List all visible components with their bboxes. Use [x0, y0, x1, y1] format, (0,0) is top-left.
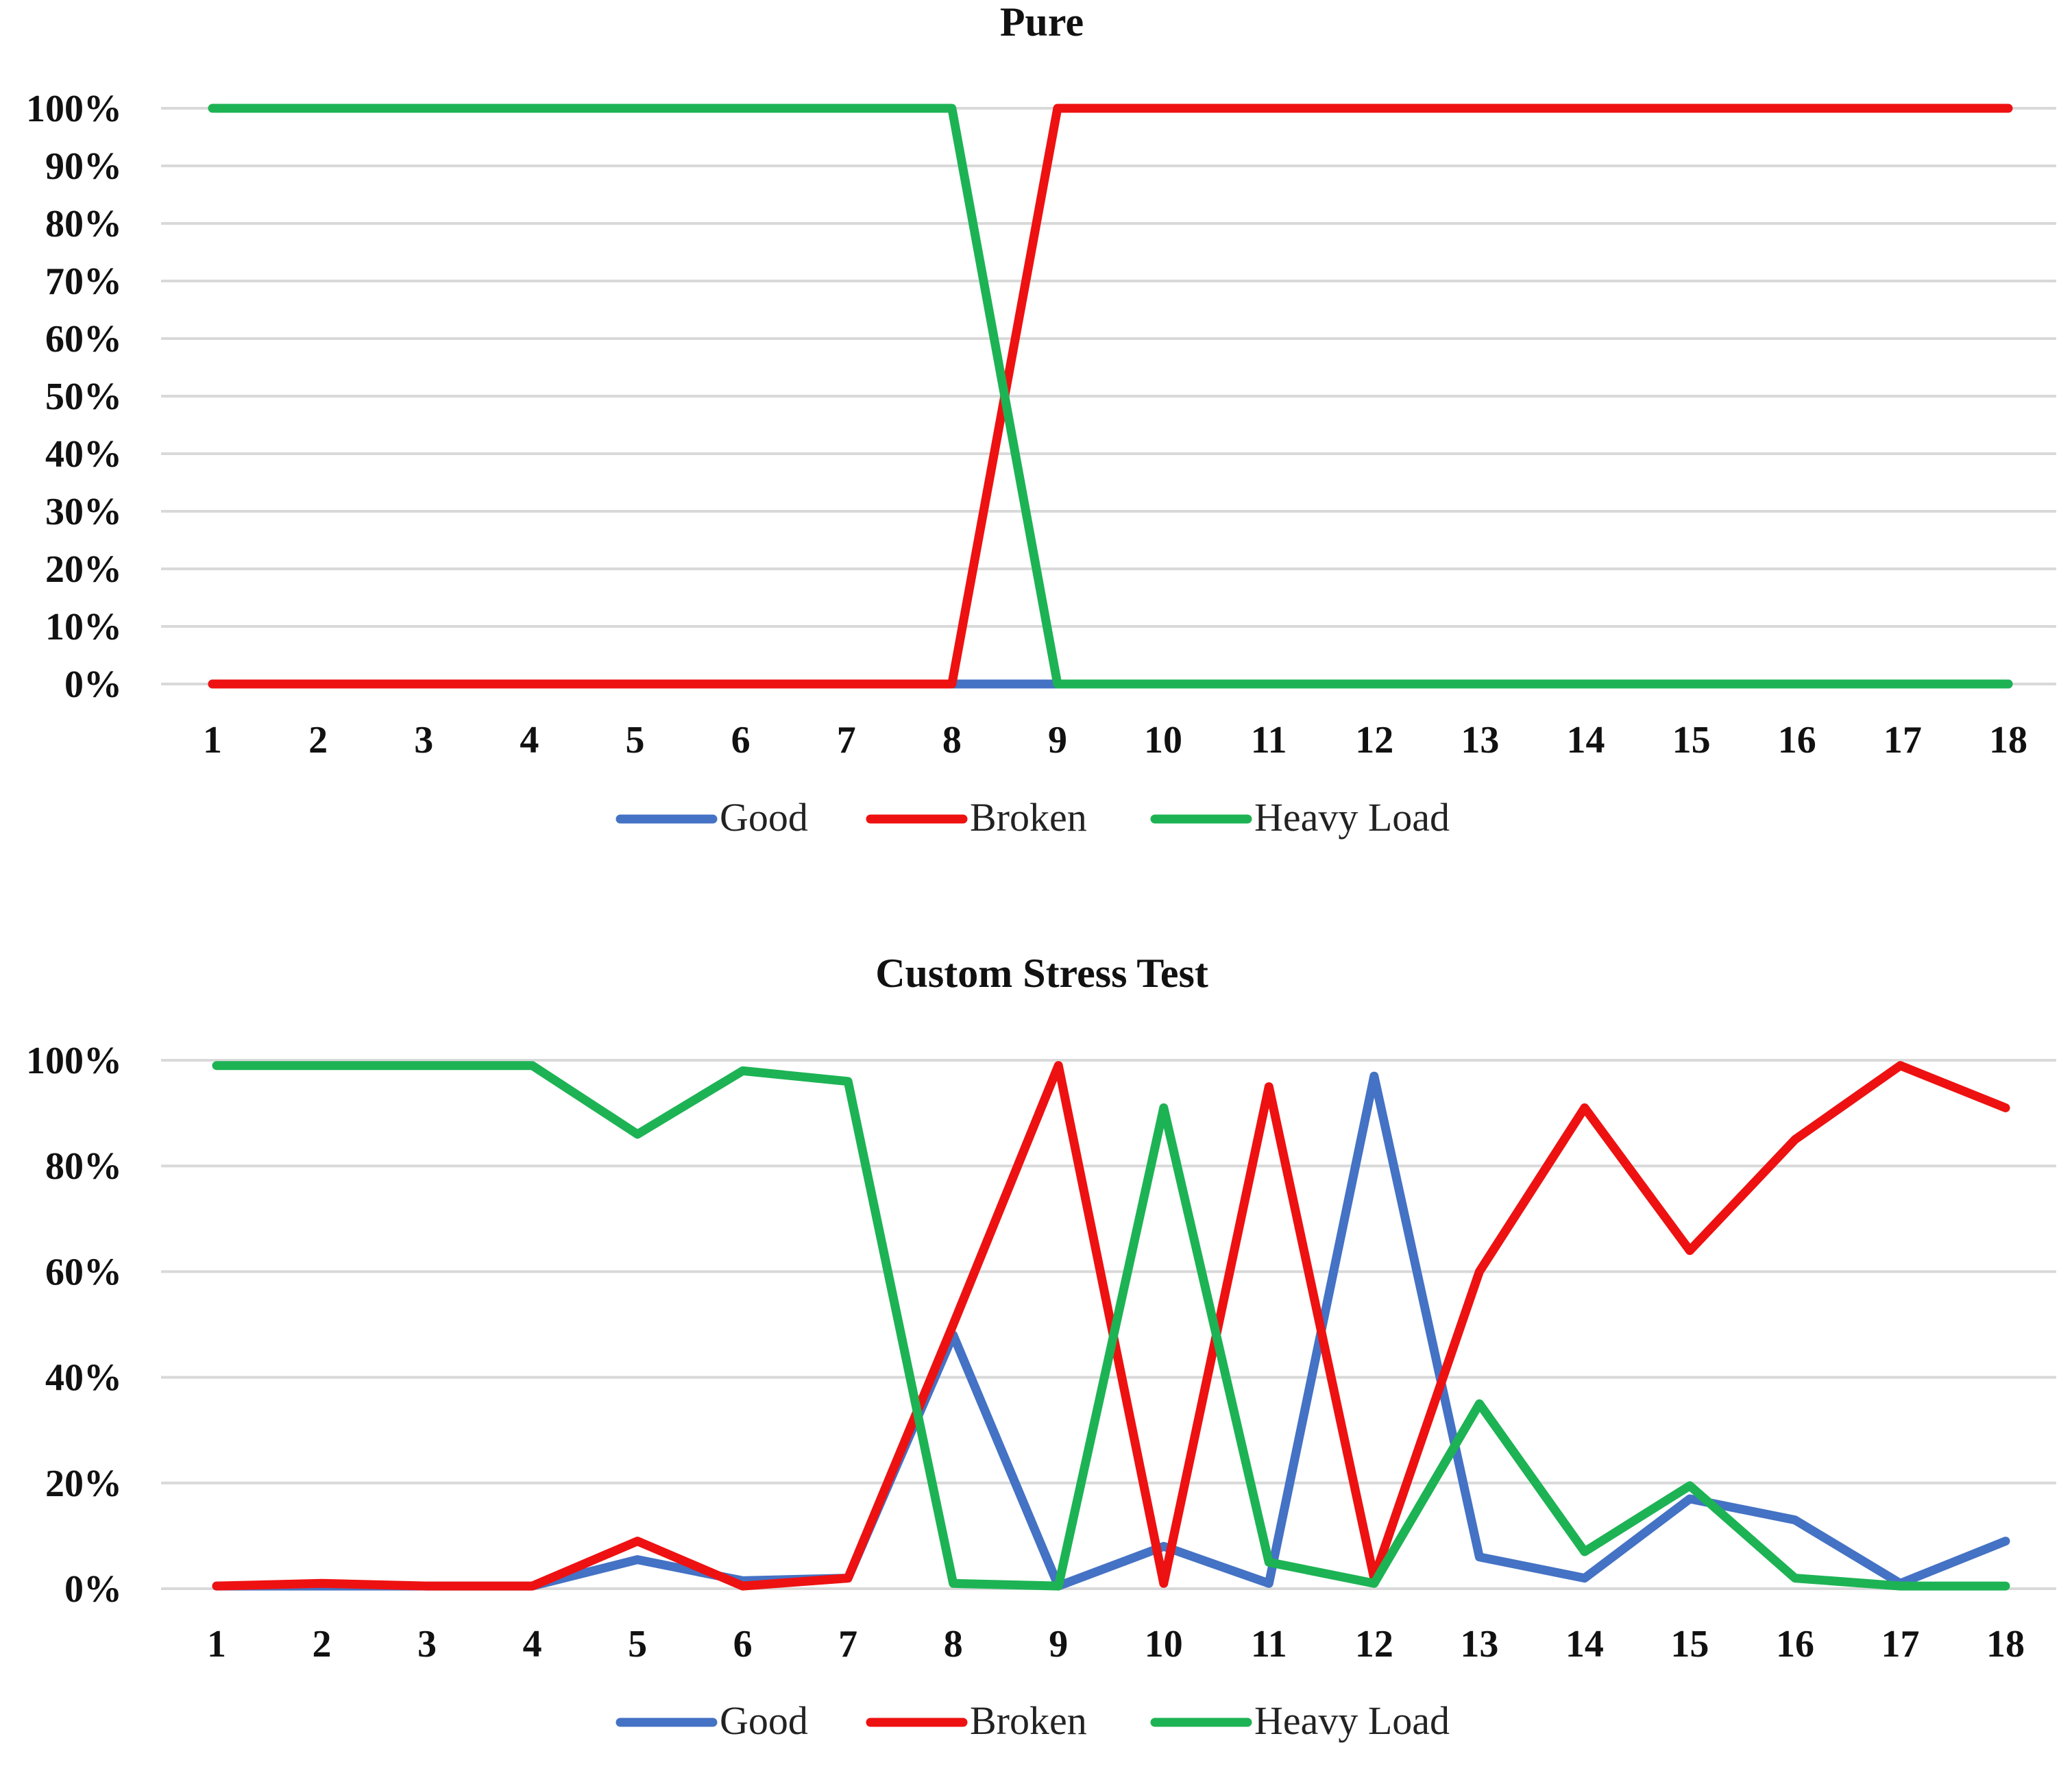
x-tick-label: 15: [1672, 719, 1711, 761]
x-tick-label: 17: [1884, 719, 1922, 761]
legend: Good Broken Heavy Load: [615, 795, 1450, 840]
x-tick-label: 7: [838, 1623, 857, 1665]
x-tick-label: 9: [1049, 1623, 1068, 1665]
x-tick-label: 10: [1145, 1623, 1183, 1665]
x-tick-label: 10: [1144, 719, 1182, 761]
y-tick-label: 0%: [64, 1568, 122, 1611]
x-tick-label: 16: [1778, 719, 1816, 761]
pure-chart: Pure 0%10%20%30%40%50%60%70%80%90%100%1 2…: [26, 0, 2056, 840]
x-tick-label: 11: [1251, 1623, 1287, 1665]
y-tick-label: 40%: [45, 1357, 122, 1400]
y-tick-label: 20%: [45, 548, 122, 591]
series-line-broken: [212, 1061, 2010, 1591]
y-tick-label: 60%: [45, 318, 122, 361]
chart-title: Pure: [1000, 0, 1084, 45]
x-tick-label: 16: [1776, 1623, 1814, 1665]
x-tick-label: 12: [1355, 719, 1393, 761]
y-tick-label: 50%: [45, 376, 122, 418]
legend-label-heavy-load: Heavy Load: [1254, 1698, 1450, 1743]
x-tick-label: 2: [313, 1623, 332, 1665]
x-tick-label: 14: [1565, 1623, 1604, 1665]
x-tick-label: 18: [1989, 719, 2027, 761]
x-tick-label: 2: [308, 719, 328, 761]
y-tick-label: 60%: [45, 1251, 122, 1293]
x-tick-label: 14: [1567, 719, 1605, 761]
y-tick-label: 10%: [45, 606, 122, 648]
x-tick-label: 5: [625, 719, 644, 761]
x-tick-label: 9: [1048, 719, 1067, 761]
y-tick-label: 100%: [26, 88, 122, 130]
legend-label-broken: Broken: [970, 1698, 1087, 1743]
legend-label-good: Good: [720, 1698, 808, 1743]
x-tick-label: 3: [417, 1623, 437, 1665]
series-line-broken: [208, 103, 2013, 689]
y-tick-label: 40%: [45, 433, 122, 476]
y-tick-label: 30%: [45, 491, 122, 533]
x-tick-label: 11: [1251, 719, 1287, 761]
x-tick-label: 17: [1881, 1623, 1919, 1665]
series-line-heavy-load: [208, 103, 2013, 689]
x-tick-label: 6: [731, 719, 751, 761]
y-tick-label: 70%: [45, 260, 122, 303]
chart-title: Custom Stress Test: [875, 951, 1208, 996]
x-tick-label: 7: [837, 719, 856, 761]
x-tick-label: 5: [628, 1623, 647, 1665]
legend-label-heavy-load: Heavy Load: [1254, 795, 1450, 840]
y-tick-label: 20%: [45, 1463, 122, 1505]
x-tick-label: 6: [733, 1623, 753, 1665]
legend: Good Broken Heavy Load: [615, 1698, 1450, 1743]
y-tick-label: 0%: [64, 663, 122, 706]
legend-label-good: Good: [720, 795, 808, 840]
legend-label-broken: Broken: [970, 795, 1087, 840]
x-tick-label: 15: [1670, 1623, 1709, 1665]
x-tick-label: 1: [207, 1623, 226, 1665]
x-tick-label: 4: [520, 719, 539, 761]
x-tick-label: 12: [1355, 1623, 1393, 1665]
x-tick-label: 1: [203, 719, 222, 761]
x-tick-label: 8: [944, 1623, 963, 1665]
y-tick-label: 80%: [45, 1145, 122, 1188]
x-tick-label: 13: [1461, 719, 1499, 761]
y-tick-label: 90%: [45, 145, 122, 188]
y-tick-label: 100%: [26, 1040, 122, 1082]
x-tick-label: 13: [1460, 1623, 1498, 1665]
x-tick-label: 8: [942, 719, 962, 761]
x-tick-label: 4: [523, 1623, 542, 1665]
series-line-heavy-load: [212, 1061, 2010, 1591]
x-tick-label: 18: [1986, 1623, 2025, 1665]
y-tick-label: 80%: [45, 203, 122, 245]
x-tick-label: 3: [414, 719, 433, 761]
custom-stress-test-chart: Custom Stress Test 0%20%40%60%80%100%1 2 3…: [26, 951, 2056, 1743]
